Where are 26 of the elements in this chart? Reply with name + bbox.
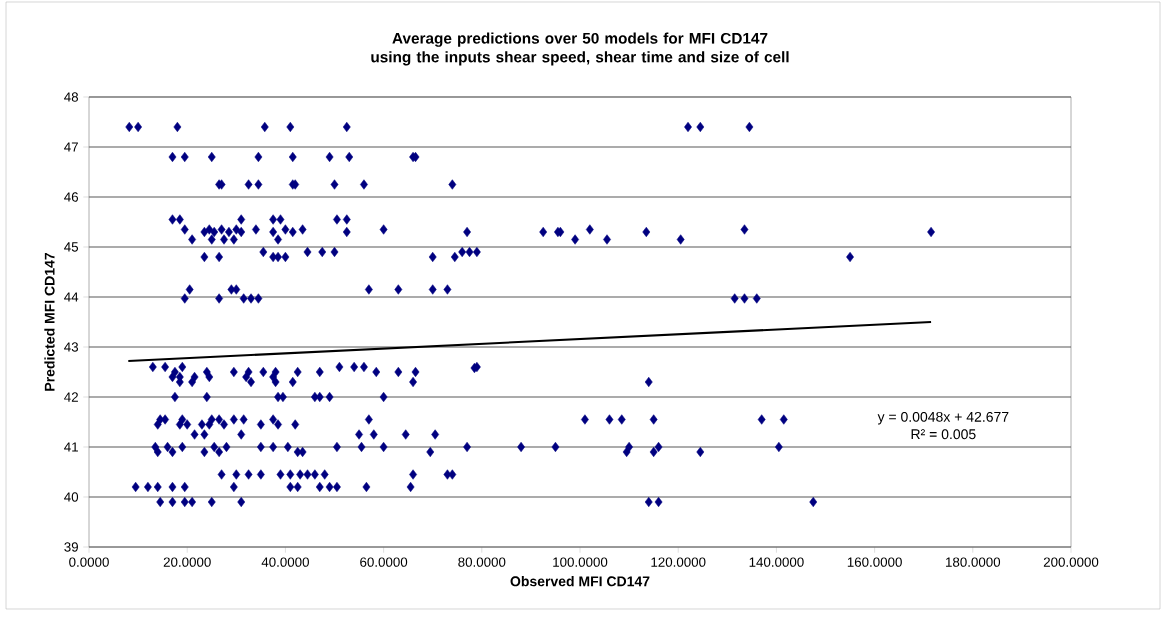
- x-tick-label: 120.0000: [651, 557, 706, 567]
- y-tick-label: 44: [64, 292, 79, 302]
- y-tick-label: 41: [64, 442, 78, 452]
- x-tick-label: 140.0000: [749, 557, 804, 567]
- y-tick-label: 42: [64, 392, 78, 402]
- annotation: y = 0.0048x + 42.677: [877, 411, 1009, 425]
- chart-title: Average predictions over 50 models for MFI CD147 using the inputs shear speed, shear time and size of cell: [371, 32, 789, 66]
- x-tick-label: 100.0000: [553, 557, 608, 567]
- y-tick-label: 43: [64, 342, 79, 352]
- annotation: R² = 0.005: [911, 429, 976, 440]
- x-tick-label: 80.0000: [458, 557, 506, 567]
- x-tick-label: 40.0000: [261, 557, 309, 567]
- y-tick-label: 46: [64, 192, 79, 202]
- x-tick-label: 60.0000: [360, 557, 408, 567]
- x-tick-label: 180.0000: [946, 557, 1001, 567]
- y-axis-title: Predicted MFI CD147: [44, 253, 55, 391]
- x-tick-label: 200.0000: [1043, 557, 1099, 567]
- y-tick-label: 45: [64, 242, 79, 252]
- x-axis-title: Observed MFI CD147: [510, 576, 650, 587]
- y-tick-label: 48: [64, 92, 79, 102]
- y-tick-label: 39: [64, 542, 78, 552]
- x-tick-label: 0.0000: [69, 557, 109, 567]
- y-tick-label: 40: [64, 492, 79, 502]
- x-tick-label: 160.0000: [847, 557, 902, 567]
- x-tick-label: 20.0000: [163, 557, 211, 567]
- y-tick-label: 47: [64, 142, 78, 152]
